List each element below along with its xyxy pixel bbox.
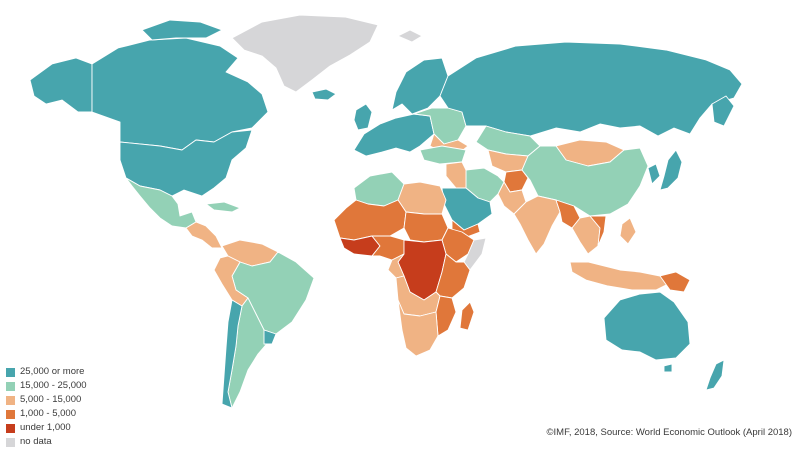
legend-swatch — [6, 381, 15, 391]
region-japan[interactable] — [659, 149, 683, 191]
region-north-africa-east[interactable] — [397, 181, 447, 215]
region-uruguay[interactable] — [263, 329, 277, 345]
region-new-zealand[interactable] — [705, 359, 725, 391]
region-png[interactable] — [659, 271, 691, 293]
region-alaska[interactable] — [29, 57, 93, 113]
legend-item: 5,000 - 15,000 — [6, 394, 87, 406]
legend-item: under 1,000 — [6, 422, 87, 434]
region-chile[interactable] — [221, 299, 243, 409]
region-greenland[interactable] — [231, 14, 379, 93]
legend-swatch — [6, 437, 15, 447]
legend-item: 25,000 or more — [6, 366, 87, 378]
region-russia[interactable] — [439, 41, 743, 137]
region-sahel-west[interactable] — [333, 199, 407, 241]
legend-swatch — [6, 367, 15, 377]
legend-swatch — [6, 423, 15, 433]
region-svalbard[interactable] — [397, 29, 423, 43]
region-eastern-europe[interactable] — [413, 107, 467, 145]
map-legend: 25,000 or more 15,000 - 25,000 5,000 - 1… — [6, 366, 87, 448]
region-philippines[interactable] — [619, 217, 637, 245]
region-southern-africa[interactable] — [397, 299, 439, 357]
region-canada-arctic[interactable] — [141, 19, 223, 41]
legend-item: 15,000 - 25,000 — [6, 380, 87, 392]
region-tasmania[interactable] — [663, 363, 673, 373]
region-scandinavia[interactable] — [391, 57, 449, 115]
legend-label: 15,000 - 25,000 — [20, 380, 87, 391]
region-caribbean[interactable] — [205, 201, 241, 213]
region-australia[interactable] — [603, 291, 691, 361]
region-indochina[interactable] — [589, 215, 607, 247]
region-madagascar[interactable] — [459, 301, 475, 331]
region-india[interactable] — [513, 195, 561, 255]
legend-swatch — [6, 395, 15, 405]
legend-swatch — [6, 409, 15, 419]
region-sahel-east[interactable] — [403, 211, 449, 243]
legend-label: 5,000 - 15,000 — [20, 394, 82, 405]
legend-label: under 1,000 — [20, 422, 71, 433]
region-iceland[interactable] — [311, 88, 337, 101]
region-arabia[interactable] — [441, 187, 493, 231]
region-korea[interactable] — [647, 163, 661, 185]
region-kamchatka[interactable] — [711, 95, 735, 127]
region-iraq-syria[interactable] — [445, 161, 467, 189]
legend-label: 25,000 or more — [20, 366, 85, 377]
legend-label: 1,000 - 5,000 — [20, 408, 76, 419]
legend-item: no data — [6, 436, 87, 448]
source-credit: ©IMF, 2018, Source: World Economic Outlo… — [546, 427, 792, 438]
region-central-america[interactable] — [185, 221, 223, 249]
legend-item: 1,000 - 5,000 — [6, 408, 87, 420]
region-mozambique[interactable] — [435, 295, 457, 337]
region-turkey[interactable] — [419, 145, 467, 165]
legend-label: no data — [20, 436, 52, 447]
region-indonesia[interactable] — [569, 261, 673, 291]
region-uk[interactable] — [353, 103, 373, 131]
